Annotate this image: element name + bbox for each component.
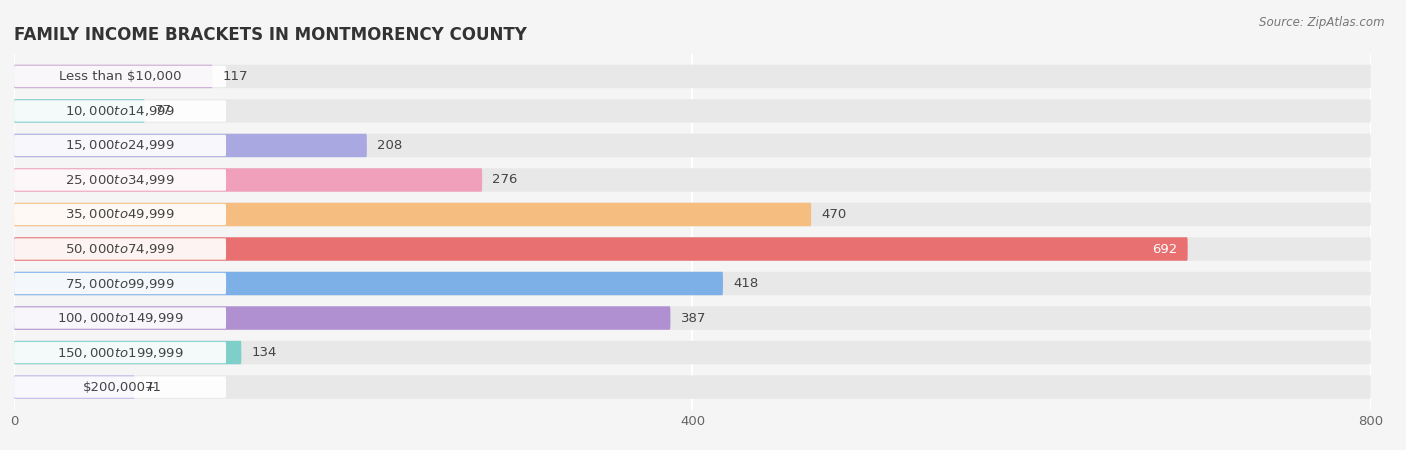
Text: 692: 692 [1153,243,1177,256]
FancyBboxPatch shape [14,306,671,330]
FancyBboxPatch shape [14,204,226,225]
FancyBboxPatch shape [14,376,226,398]
Text: 208: 208 [377,139,402,152]
FancyBboxPatch shape [14,375,135,399]
Text: FAMILY INCOME BRACKETS IN MONTMORENCY COUNTY: FAMILY INCOME BRACKETS IN MONTMORENCY CO… [14,26,527,44]
Text: 387: 387 [681,311,706,324]
Text: $15,000 to $24,999: $15,000 to $24,999 [65,139,174,153]
FancyBboxPatch shape [14,134,367,157]
FancyBboxPatch shape [14,135,226,156]
FancyBboxPatch shape [14,272,1371,295]
FancyBboxPatch shape [14,66,226,87]
Text: $35,000 to $49,999: $35,000 to $49,999 [65,207,174,221]
Text: 77: 77 [155,104,172,117]
FancyBboxPatch shape [14,99,1371,123]
FancyBboxPatch shape [14,169,226,191]
Text: $100,000 to $149,999: $100,000 to $149,999 [56,311,183,325]
FancyBboxPatch shape [14,341,1371,364]
FancyBboxPatch shape [14,307,226,329]
FancyBboxPatch shape [14,342,226,363]
FancyBboxPatch shape [14,99,145,123]
Text: 71: 71 [145,381,162,394]
Text: 117: 117 [222,70,249,83]
FancyBboxPatch shape [14,306,1371,330]
FancyBboxPatch shape [14,100,226,122]
Text: $50,000 to $74,999: $50,000 to $74,999 [65,242,174,256]
Text: Less than $10,000: Less than $10,000 [59,70,181,83]
Text: $200,000+: $200,000+ [83,381,157,394]
Text: 276: 276 [492,174,517,186]
FancyBboxPatch shape [14,203,811,226]
Text: Source: ZipAtlas.com: Source: ZipAtlas.com [1260,16,1385,29]
Text: 470: 470 [821,208,846,221]
Text: $10,000 to $14,999: $10,000 to $14,999 [65,104,174,118]
FancyBboxPatch shape [14,375,1371,399]
FancyBboxPatch shape [14,65,1371,88]
Text: $150,000 to $199,999: $150,000 to $199,999 [56,346,183,360]
FancyBboxPatch shape [14,65,212,88]
FancyBboxPatch shape [14,341,242,364]
FancyBboxPatch shape [14,134,1371,157]
FancyBboxPatch shape [14,238,226,260]
Text: 418: 418 [733,277,758,290]
FancyBboxPatch shape [14,168,1371,192]
FancyBboxPatch shape [14,168,482,192]
FancyBboxPatch shape [14,203,1371,226]
FancyBboxPatch shape [14,237,1188,261]
FancyBboxPatch shape [14,237,1371,261]
FancyBboxPatch shape [14,273,226,294]
FancyBboxPatch shape [14,272,723,295]
Text: 134: 134 [252,346,277,359]
Text: $25,000 to $34,999: $25,000 to $34,999 [65,173,174,187]
Text: $75,000 to $99,999: $75,000 to $99,999 [65,276,174,291]
